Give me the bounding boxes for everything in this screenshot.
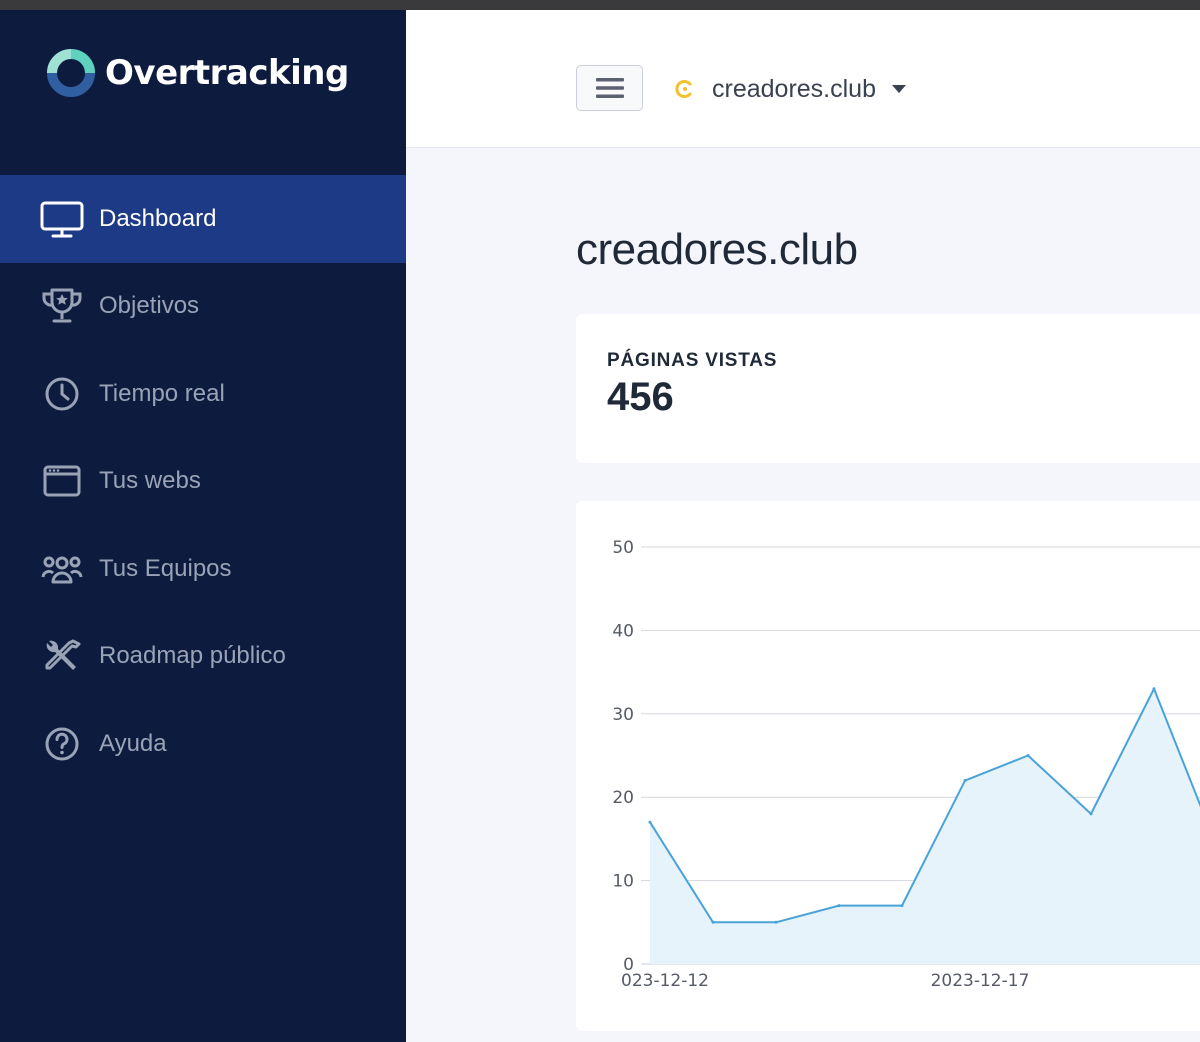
monitor-icon [40,199,84,239]
top-header: creadores.club [406,10,1200,148]
browser-window-icon [40,461,84,501]
clock-icon [40,374,84,414]
sidebar-item-label: Roadmap público [99,642,286,670]
sidebar-item-tus-webs[interactable]: Tus webs [0,438,406,526]
y-tick-label: 10 [612,872,634,892]
trophy-icon [40,286,84,326]
pageviews-chart: 0 10 20 30 40 50 023-12-12 2023-12-17 [612,538,1200,991]
pageviews-value: 456 [607,375,674,419]
data-point [900,904,904,908]
menu-toggle-button[interactable] [576,65,643,111]
sidebar-nav: Dashboard Objetivos Tiempo real Tus webs… [0,175,406,788]
x-tick-label: 2023-12-17 [931,971,1030,991]
app-logo[interactable]: Overtracking [46,48,349,98]
pageviews-card: PÁGINAS VISTAS 456 [576,314,1200,463]
sidebar: Overtracking Dashboard Objetivos Tiempo … [0,10,406,1042]
y-tick-label: 20 [612,788,634,808]
data-point [1089,812,1093,816]
x-tick-label: 023-12-12 [621,971,709,991]
help-circle-icon [40,724,84,764]
page-title: creadores.club [576,225,858,274]
sidebar-item-tiempo-real[interactable]: Tiempo real [0,350,406,438]
y-tick-label: 40 [612,621,634,641]
chevron-down-icon [891,85,906,93]
window-top-strip [0,0,1200,10]
team-icon [40,549,84,589]
overtracking-logo-icon [47,49,95,97]
site-selector-dropdown[interactable]: creadores.club [674,72,906,106]
data-point [774,920,778,924]
sidebar-item-label: Tus webs [99,467,201,495]
sidebar-item-objetivos[interactable]: Objetivos [0,263,406,351]
y-tick-label: 50 [612,538,634,558]
hamburger-icon [595,78,624,98]
site-favicon-icon [675,80,692,98]
series-line [649,687,1200,924]
app-name: Overtracking [105,53,349,93]
series-area [650,688,1200,964]
pageviews-chart-card: 0 10 20 30 40 50 023-12-12 2023-12-17 [576,501,1200,1031]
sidebar-item-label: Ayuda [99,729,167,757]
data-point [1152,687,1156,691]
sidebar-item-tus-equipos[interactable]: Tus Equipos [0,525,406,613]
sidebar-item-dashboard[interactable]: Dashboard [0,175,406,263]
sidebar-item-label: Dashboard [99,204,217,232]
site-name: creadores.club [712,74,876,103]
data-point [837,904,841,908]
data-point [963,779,967,783]
sidebar-item-label: Objetivos [99,292,200,320]
y-tick-label: 30 [612,705,634,725]
y-tick-label: 0 [623,955,634,975]
pageviews-label: PÁGINAS VISTAS [607,350,778,371]
sidebar-item-label: Tus Equipos [99,554,232,582]
data-point [648,820,652,824]
sidebar-item-ayuda[interactable]: Ayuda [0,700,406,788]
data-point [1026,754,1030,757]
tools-icon [40,636,84,676]
sidebar-item-label: Tiempo real [99,379,225,407]
data-point [711,920,715,924]
sidebar-item-roadmap-publico[interactable]: Roadmap público [0,613,406,701]
